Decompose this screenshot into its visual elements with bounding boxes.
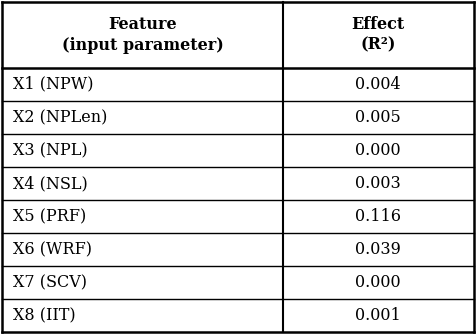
Text: Feature
(input parameter): Feature (input parameter)	[62, 16, 223, 54]
Text: 0.001: 0.001	[355, 307, 401, 324]
Text: 0.003: 0.003	[355, 175, 401, 192]
Text: X5 (PRF): X5 (PRF)	[13, 208, 86, 225]
Text: Effect
(R²): Effect (R²)	[352, 16, 405, 54]
Text: X2 (NPLen): X2 (NPLen)	[13, 109, 107, 126]
Text: X7 (SCV): X7 (SCV)	[13, 274, 87, 291]
Text: X8 (IIT): X8 (IIT)	[13, 307, 76, 324]
Text: X6 (WRF): X6 (WRF)	[13, 241, 92, 258]
Text: X4 (NSL): X4 (NSL)	[13, 175, 88, 192]
Text: 0.005: 0.005	[355, 109, 401, 126]
Text: 0.004: 0.004	[356, 76, 401, 93]
Text: 0.000: 0.000	[356, 142, 401, 159]
Text: X1 (NPW): X1 (NPW)	[13, 76, 93, 93]
Text: X3 (NPL): X3 (NPL)	[13, 142, 88, 159]
Text: 0.116: 0.116	[355, 208, 401, 225]
Text: 0.039: 0.039	[355, 241, 401, 258]
Text: 0.000: 0.000	[356, 274, 401, 291]
